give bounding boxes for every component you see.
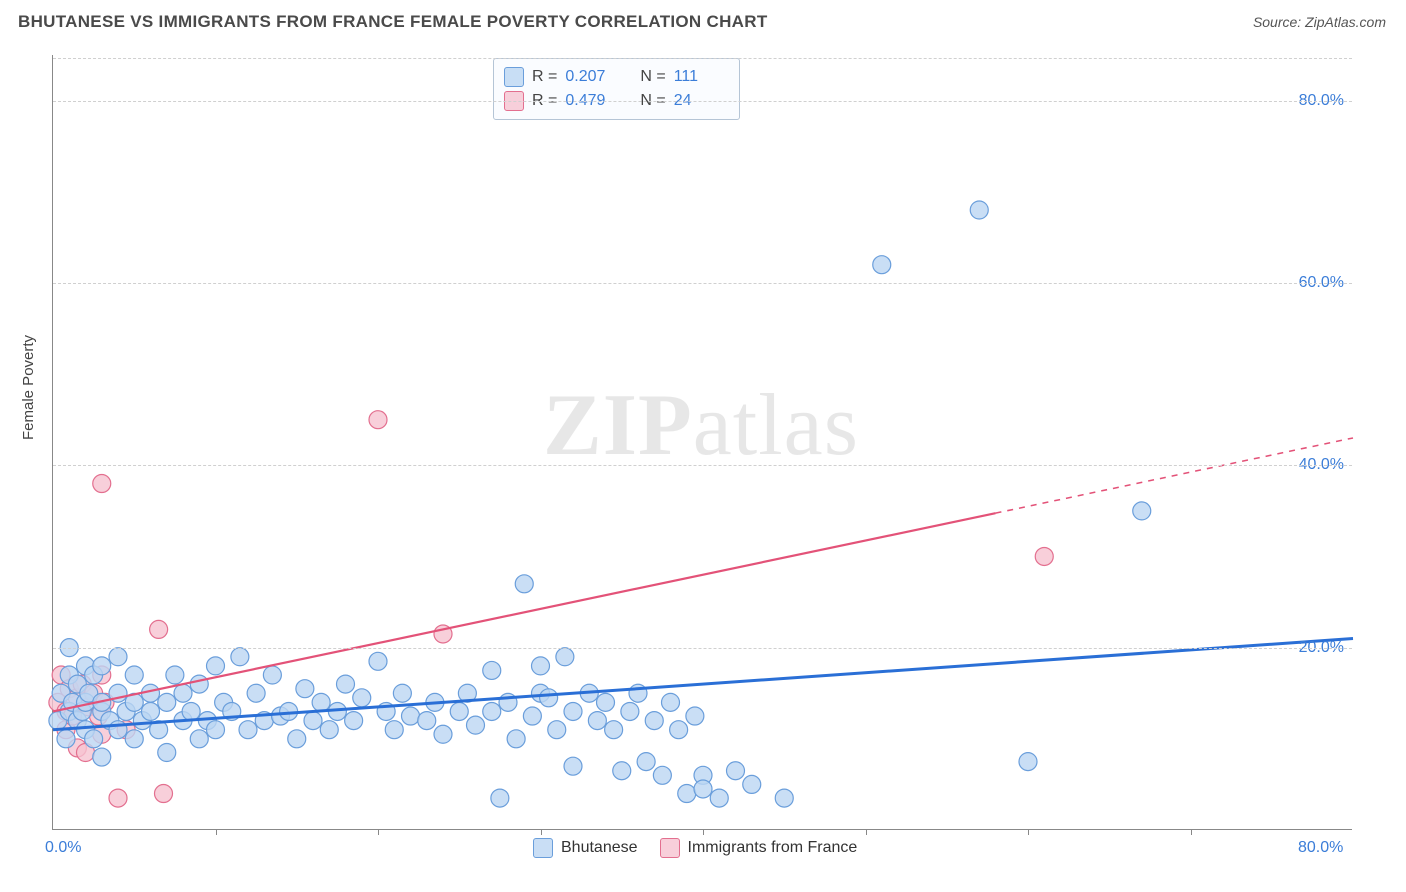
data-point — [207, 721, 225, 739]
data-point — [418, 712, 436, 730]
legend-label: Immigrants from France — [688, 839, 858, 857]
data-point — [532, 657, 550, 675]
chart-plot-area: ZIPatlas R =0.207N =111R =0.479N =24 20.… — [52, 55, 1352, 830]
data-point — [182, 702, 200, 720]
data-point — [873, 256, 891, 274]
trend-line-dashed — [996, 438, 1354, 513]
data-point — [1133, 502, 1151, 520]
trend-line — [53, 513, 996, 711]
data-point — [694, 780, 712, 798]
data-point — [93, 657, 111, 675]
data-point — [491, 789, 509, 807]
data-point — [93, 475, 111, 493]
data-point — [434, 725, 452, 743]
data-point — [515, 575, 533, 593]
data-point — [564, 702, 582, 720]
data-point — [304, 712, 322, 730]
data-point — [345, 712, 363, 730]
data-point — [686, 707, 704, 725]
data-point — [507, 730, 525, 748]
data-point — [678, 785, 696, 803]
data-point — [385, 721, 403, 739]
data-point — [483, 702, 501, 720]
legend-row: R =0.207N =111 — [504, 65, 729, 89]
data-point — [155, 785, 173, 803]
data-point — [57, 730, 75, 748]
data-point — [775, 789, 793, 807]
data-point — [597, 693, 615, 711]
data-point — [109, 648, 127, 666]
data-point — [662, 693, 680, 711]
data-point — [588, 712, 606, 730]
data-point — [564, 757, 582, 775]
y-axis-label: Female Poverty — [20, 335, 37, 440]
data-point — [312, 693, 330, 711]
data-point — [142, 702, 160, 720]
data-point — [670, 721, 688, 739]
data-point — [605, 721, 623, 739]
data-point — [125, 730, 143, 748]
data-point — [743, 775, 761, 793]
data-point — [174, 684, 192, 702]
data-point — [158, 744, 176, 762]
data-point — [247, 684, 265, 702]
data-point — [467, 716, 485, 734]
data-point — [125, 666, 143, 684]
data-point — [369, 411, 387, 429]
data-point — [288, 730, 306, 748]
data-point — [85, 730, 103, 748]
data-point — [320, 721, 338, 739]
data-point — [1035, 547, 1053, 565]
data-point — [621, 702, 639, 720]
data-point — [483, 661, 501, 679]
data-point — [207, 657, 225, 675]
chart-source: Source: ZipAtlas.com — [1253, 14, 1386, 30]
data-point — [653, 766, 671, 784]
data-point — [523, 707, 541, 725]
data-point — [970, 201, 988, 219]
data-point — [393, 684, 411, 702]
data-point — [402, 707, 420, 725]
data-point — [353, 689, 371, 707]
data-point — [1019, 753, 1037, 771]
data-point — [109, 789, 127, 807]
data-point — [231, 648, 249, 666]
data-point — [637, 753, 655, 771]
data-point — [190, 675, 208, 693]
legend-item: Bhutanese — [533, 838, 638, 858]
data-point — [369, 652, 387, 670]
data-point — [166, 666, 184, 684]
data-point — [93, 748, 111, 766]
data-point — [613, 762, 631, 780]
data-point — [263, 666, 281, 684]
x-tick-label: 0.0% — [45, 839, 81, 857]
data-point — [150, 620, 168, 638]
chart-title: BHUTANESE VS IMMIGRANTS FROM FRANCE FEMA… — [18, 12, 768, 32]
data-point — [727, 762, 745, 780]
chart-svg — [53, 55, 1353, 830]
data-point — [548, 721, 566, 739]
legend-swatch — [660, 838, 680, 858]
data-point — [710, 789, 728, 807]
legend-swatch — [504, 67, 524, 87]
data-point — [645, 712, 663, 730]
data-point — [337, 675, 355, 693]
data-point — [556, 648, 574, 666]
data-point — [540, 689, 558, 707]
data-point — [450, 702, 468, 720]
data-point — [158, 693, 176, 711]
x-tick-label: 80.0% — [1298, 839, 1343, 857]
chart-header: BHUTANESE VS IMMIGRANTS FROM FRANCE FEMA… — [0, 0, 1406, 42]
legend-series: Bhutanese Immigrants from France — [533, 838, 857, 858]
data-point — [190, 730, 208, 748]
legend-label: Bhutanese — [561, 839, 638, 857]
data-point — [239, 721, 257, 739]
legend-correlation: R =0.207N =111R =0.479N =24 — [493, 58, 740, 120]
legend-item: Immigrants from France — [660, 838, 858, 858]
data-point — [296, 680, 314, 698]
legend-swatch — [533, 838, 553, 858]
